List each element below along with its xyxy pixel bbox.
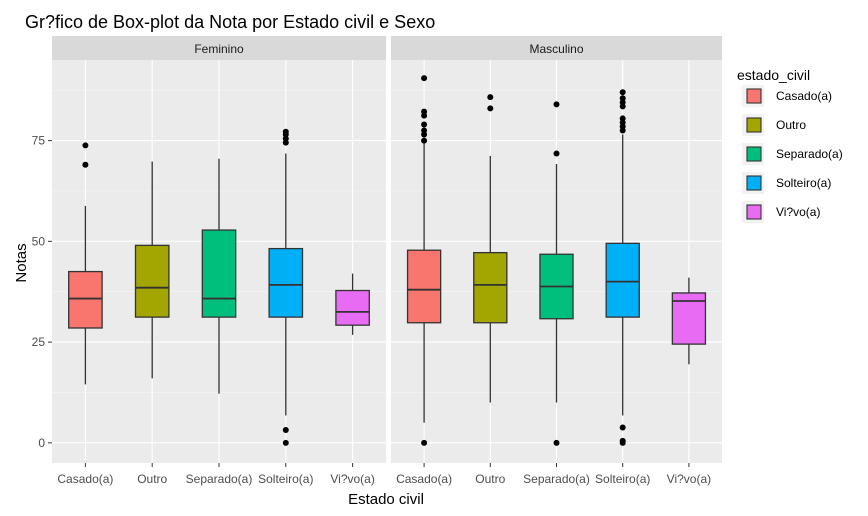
legend-swatch bbox=[746, 88, 762, 104]
outlier-point bbox=[82, 161, 89, 168]
facet-panel-masculino: Masculino Casado(a) Outro Separado(a) Soltei… bbox=[391, 36, 722, 486]
box-iqr bbox=[268, 247, 304, 318]
outlier-point bbox=[553, 150, 560, 157]
strip-background bbox=[52, 36, 386, 60]
strip-label: Feminino bbox=[194, 42, 244, 56]
legend-label: Vi?vo(a) bbox=[776, 205, 820, 219]
legend-item: Vi?vo(a) bbox=[742, 201, 820, 223]
y-tick-label: 25 bbox=[32, 335, 46, 349]
strip-background bbox=[391, 36, 722, 60]
facet-panel-feminino: Feminino Casado(a) Outro Separado(a) Solteir… bbox=[52, 36, 386, 486]
legend-swatch bbox=[746, 175, 762, 191]
box-iqr bbox=[68, 270, 103, 329]
legend-swatch bbox=[746, 204, 762, 220]
box-masculino-0 bbox=[406, 75, 442, 446]
box-iqr bbox=[473, 251, 508, 324]
outlier-point bbox=[421, 439, 428, 446]
y-axis-title: Notas bbox=[13, 243, 30, 282]
outlier-point bbox=[282, 426, 289, 433]
outlier-point bbox=[619, 115, 626, 122]
outlier-point bbox=[619, 89, 626, 96]
outlier-point bbox=[619, 424, 626, 431]
legend-label: Outro bbox=[776, 118, 806, 132]
x-tick-label: Casado(a) bbox=[396, 472, 452, 486]
facet-panels: Feminino Casado(a) Outro Separado(a) Solteir… bbox=[52, 36, 722, 486]
legend-swatch bbox=[746, 146, 762, 162]
box-masculino-1 bbox=[473, 94, 508, 403]
box-feminino-3 bbox=[268, 128, 304, 446]
x-tick-label: Separado(a) bbox=[186, 472, 253, 486]
outlier-point bbox=[82, 142, 89, 149]
box-iqr bbox=[335, 289, 370, 326]
box-iqr bbox=[605, 242, 640, 318]
box-feminino-0 bbox=[68, 142, 103, 385]
outlier-point bbox=[487, 105, 494, 112]
outlier-point bbox=[421, 127, 428, 134]
outlier-point bbox=[421, 121, 428, 128]
box-feminino-2 bbox=[201, 158, 237, 394]
x-tick-label: Separado(a) bbox=[523, 472, 590, 486]
chart-title: Gr?fico de Box-plot da Nota por Estado c… bbox=[25, 12, 435, 32]
x-tick-label: Outro bbox=[137, 472, 167, 486]
strip-label: Masculino bbox=[529, 42, 583, 56]
x-tick-label: Outro bbox=[475, 472, 505, 486]
outlier-point bbox=[553, 439, 560, 446]
y-tick-label: 75 bbox=[32, 134, 46, 148]
box-masculino-4 bbox=[671, 277, 707, 365]
outlier-point bbox=[619, 95, 626, 102]
box-iqr bbox=[201, 229, 237, 318]
outlier-point bbox=[282, 439, 289, 446]
outlier-point bbox=[421, 137, 428, 144]
x-tick-label: Solteiro(a) bbox=[258, 472, 313, 486]
x-tick-label: Casado(a) bbox=[57, 472, 113, 486]
legend-label: Casado(a) bbox=[776, 89, 832, 103]
outlier-point bbox=[282, 128, 289, 135]
outlier-point bbox=[619, 437, 626, 444]
outlier-point bbox=[421, 108, 428, 115]
y-axis: 0 25 50 75 bbox=[32, 134, 52, 450]
legend-label: Separado(a) bbox=[776, 147, 843, 161]
box-feminino-4 bbox=[335, 273, 370, 335]
outlier-point bbox=[421, 75, 428, 82]
box-masculino-2 bbox=[539, 101, 574, 446]
outlier-point bbox=[487, 94, 494, 101]
outlier-point bbox=[553, 101, 560, 108]
box-feminino-1 bbox=[134, 161, 170, 379]
x-axis-title: Estado civil bbox=[348, 491, 424, 508]
legend-title: estado_civil bbox=[737, 67, 810, 83]
box-iqr bbox=[406, 249, 442, 324]
box-iqr bbox=[134, 244, 170, 318]
box-masculino-3 bbox=[605, 89, 640, 446]
legend-item: Solteiro(a) bbox=[742, 172, 831, 194]
legend-item: Casado(a) bbox=[742, 85, 832, 107]
legend-swatch bbox=[746, 117, 762, 133]
legend-item: Separado(a) bbox=[742, 143, 843, 165]
x-tick-label: Vi?vo(a) bbox=[667, 472, 711, 486]
y-tick-label: 0 bbox=[38, 436, 45, 450]
legend: estado_civil Casado(a) Outro Separado(a) So… bbox=[737, 67, 843, 223]
x-tick-label: Solteiro(a) bbox=[595, 472, 650, 486]
x-tick-label: Vi?vo(a) bbox=[330, 472, 374, 486]
legend-label: Solteiro(a) bbox=[776, 176, 831, 190]
legend-item: Outro bbox=[742, 114, 806, 136]
y-tick-label: 50 bbox=[32, 234, 46, 248]
